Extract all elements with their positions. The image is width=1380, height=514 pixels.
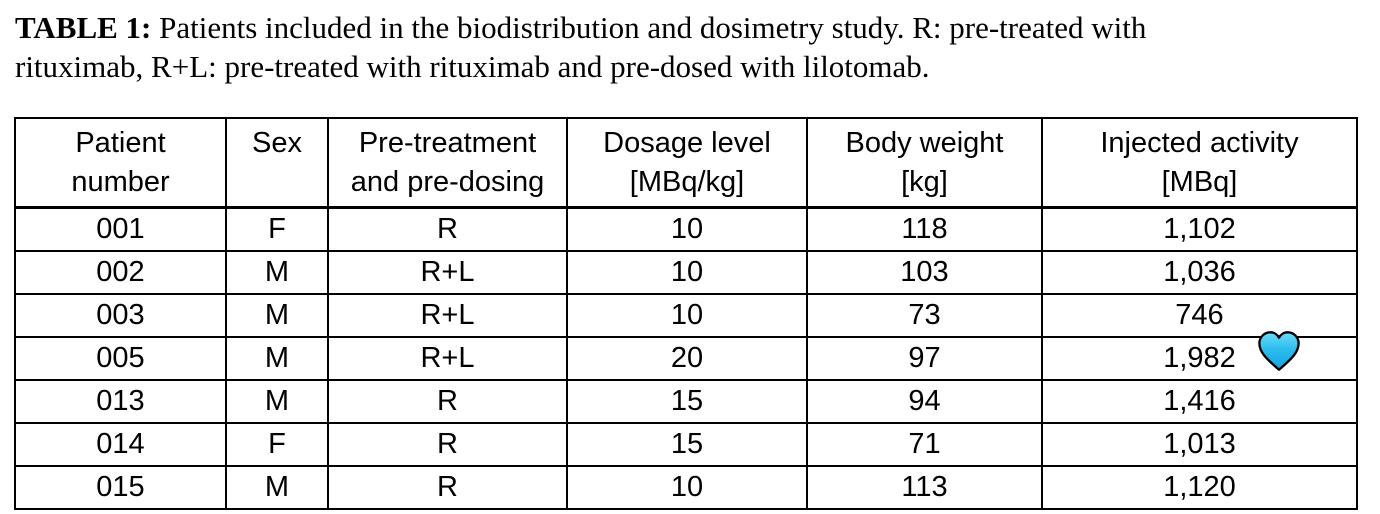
cell-injected-activity: 1,982 <box>1041 336 1358 381</box>
cell-patient-number: 005 <box>14 336 227 381</box>
patients-table: Patient number Sex Pre-treatment and pre… <box>14 117 1358 510</box>
table-caption: TABLE 1: Patients included in the biodis… <box>15 8 1365 86</box>
table-row: 005 M R+L 20 97 1,982 <box>14 336 1358 381</box>
caption-text-line2: rituximab, R+L: pre-treated with rituxim… <box>15 49 930 84</box>
cell-pretreatment: R <box>327 379 568 424</box>
cell-injected-activity: 746 <box>1041 293 1358 338</box>
cell-body-weight: 73 <box>806 293 1043 338</box>
header-row: Patient number Sex Pre-treatment and pre… <box>14 117 1358 209</box>
table-row: 013 M R 15 94 1,416 <box>14 379 1358 424</box>
header-line2: and pre-dosing <box>350 166 545 198</box>
cell-patient-number: 003 <box>14 293 227 338</box>
header-line1: Dosage level <box>603 127 771 159</box>
cell-injected-activity: 1,416 <box>1041 379 1358 424</box>
cell-body-weight: 94 <box>806 379 1043 424</box>
cell-sex: F <box>225 206 329 252</box>
cell-dosage-level: 10 <box>566 250 808 295</box>
table-row: 003 M R+L 10 73 746 <box>14 293 1358 338</box>
header-line1: Patient <box>75 127 166 159</box>
cell-dosage-level: 10 <box>566 465 808 510</box>
header-line2: number <box>71 166 170 198</box>
cell-sex: F <box>225 422 329 467</box>
cell-dosage-level: 10 <box>566 206 808 252</box>
caption-text-line1: Patients included in the biodistribution… <box>151 10 1147 45</box>
cell-body-weight: 103 <box>806 250 1043 295</box>
cell-dosage-level: 10 <box>566 293 808 338</box>
col-header-patient-number: Patient number <box>14 117 227 209</box>
cell-pretreatment: R+L <box>327 293 568 338</box>
header-line1: Sex <box>252 127 302 159</box>
cell-patient-number: 002 <box>14 250 227 295</box>
cell-patient-number: 015 <box>14 465 227 510</box>
header-line1: Injected activity <box>1100 127 1299 159</box>
patients-table-container: Patient number Sex Pre-treatment and pre… <box>14 117 1358 510</box>
header-line1: Body weight <box>845 127 1004 159</box>
col-header-injected-activity: Injected activity [MBq] <box>1041 117 1358 209</box>
table-row: 014 F R 15 71 1,013 <box>14 422 1358 467</box>
cell-body-weight: 118 <box>806 206 1043 252</box>
header-line2: [MBq] <box>1161 166 1238 198</box>
blue-heart-icon <box>1258 331 1300 371</box>
cell-sex: M <box>225 250 329 295</box>
cell-sex: M <box>225 336 329 381</box>
cell-pretreatment: R <box>327 422 568 467</box>
cell-patient-number: 013 <box>14 379 227 424</box>
table-row: 002 M R+L 10 103 1,036 <box>14 250 1358 295</box>
col-header-body-weight: Body weight [kg] <box>806 117 1043 209</box>
col-header-dosage-level: Dosage level [MBq/kg] <box>566 117 808 209</box>
cell-injected-activity: 1,036 <box>1041 250 1358 295</box>
header-line2: [MBq/kg] <box>629 166 745 198</box>
caption-label: TABLE 1: <box>15 10 152 45</box>
col-header-pretreatment: Pre-treatment and pre-dosing <box>327 117 568 209</box>
header-line2: [kg] <box>901 166 948 198</box>
cell-injected-activity: 1,102 <box>1041 206 1358 252</box>
cell-pretreatment: R <box>327 206 568 252</box>
cell-pretreatment: R+L <box>327 336 568 381</box>
cell-dosage-level: 15 <box>566 422 808 467</box>
cell-pretreatment: R+L <box>327 250 568 295</box>
cell-injected-activity: 1,120 <box>1041 465 1358 510</box>
cell-sex: M <box>225 465 329 510</box>
cell-sex: M <box>225 293 329 338</box>
cell-body-weight: 71 <box>806 422 1043 467</box>
header-line1: Pre-treatment <box>358 127 537 159</box>
col-header-sex: Sex <box>225 117 329 209</box>
cell-patient-number: 001 <box>14 206 227 252</box>
cell-body-weight: 113 <box>806 465 1043 510</box>
cell-sex: M <box>225 379 329 424</box>
cell-dosage-level: 20 <box>566 336 808 381</box>
cell-pretreatment: R <box>327 465 568 510</box>
cell-body-weight: 97 <box>806 336 1043 381</box>
cell-injected-activity: 1,013 <box>1041 422 1358 467</box>
cell-patient-number: 014 <box>14 422 227 467</box>
table-row: 001 F R 10 118 1,102 <box>14 206 1358 252</box>
cell-dosage-level: 15 <box>566 379 808 424</box>
table-row: 015 M R 10 113 1,120 <box>14 465 1358 510</box>
